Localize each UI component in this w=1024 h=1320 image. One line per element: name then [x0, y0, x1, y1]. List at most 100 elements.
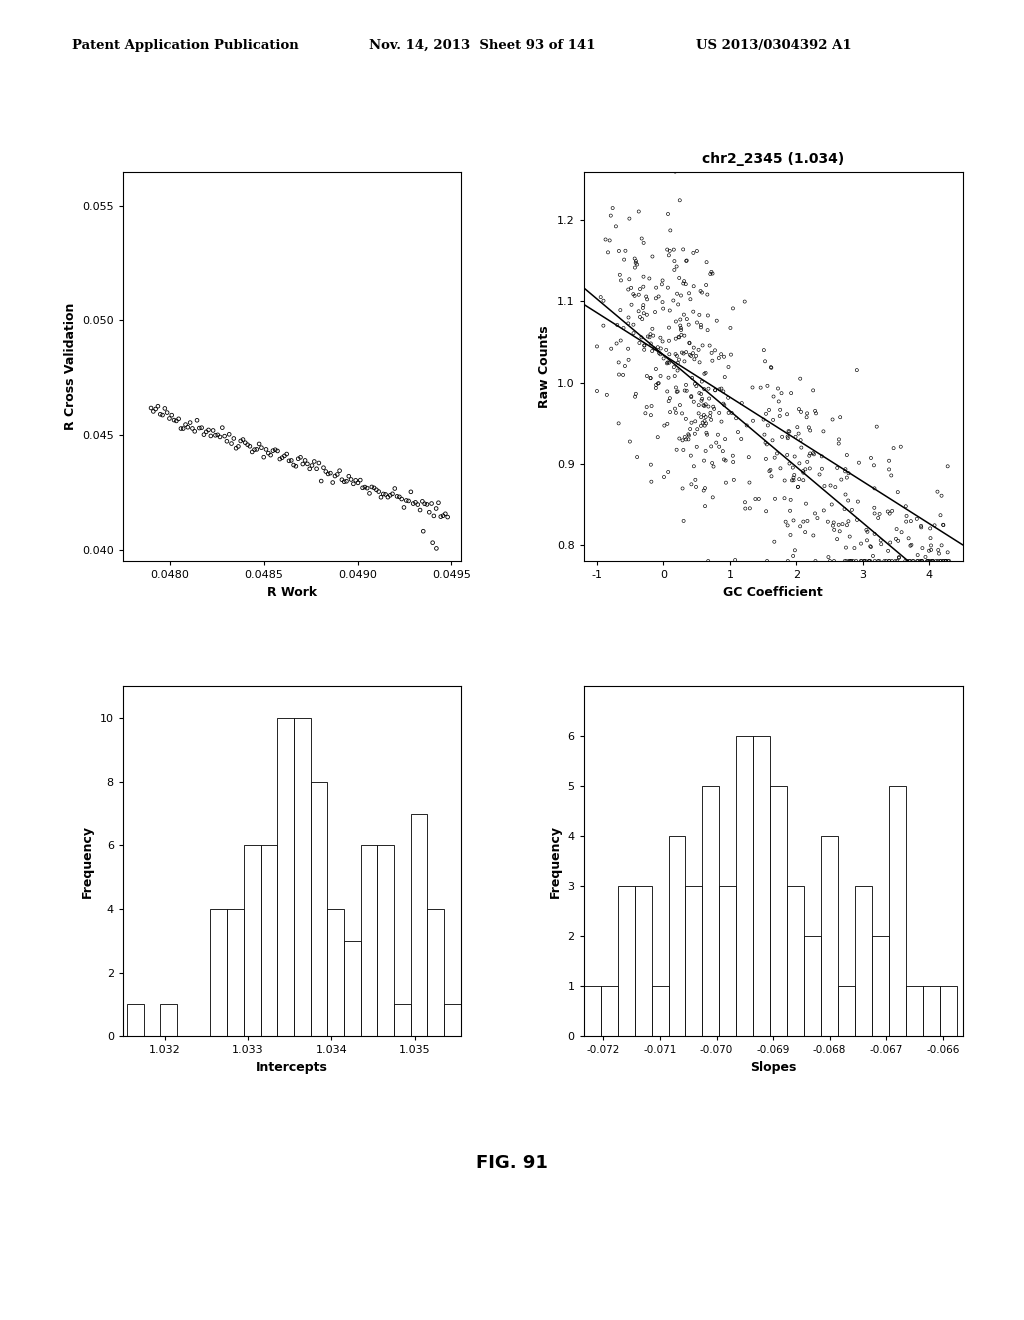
Bar — [787, 886, 804, 1036]
Point — [408, 492, 424, 513]
Point — [859, 529, 876, 550]
Point — [757, 424, 773, 445]
Point — [850, 491, 866, 512]
Point — [378, 484, 394, 506]
Point — [279, 444, 295, 465]
Point — [705, 487, 721, 508]
Point — [628, 383, 644, 404]
Point — [693, 383, 710, 404]
Point — [718, 450, 734, 471]
Point — [683, 412, 699, 433]
Point — [764, 430, 780, 451]
Point — [820, 546, 837, 568]
Point — [924, 550, 940, 572]
Point — [680, 429, 696, 450]
Point — [824, 515, 841, 536]
Point — [161, 408, 177, 429]
Point — [636, 339, 652, 360]
Point — [799, 451, 815, 473]
Point — [782, 490, 799, 511]
Point — [295, 454, 311, 475]
Point — [696, 396, 713, 417]
Point — [670, 352, 686, 374]
Point — [790, 417, 806, 438]
Point — [891, 548, 907, 569]
Point — [658, 339, 675, 360]
Point — [675, 430, 691, 451]
Point — [652, 338, 669, 359]
Point — [777, 511, 794, 532]
Point — [299, 453, 315, 474]
Point — [923, 528, 939, 549]
Point — [680, 424, 696, 445]
Point — [830, 433, 847, 454]
Point — [423, 492, 439, 513]
Point — [834, 469, 850, 490]
Point — [838, 537, 854, 558]
Point — [711, 347, 727, 368]
Point — [628, 251, 644, 272]
Point — [909, 544, 926, 565]
Point — [249, 438, 265, 459]
Point — [327, 466, 343, 487]
Point — [863, 536, 880, 557]
Point — [884, 500, 900, 521]
Point — [604, 198, 621, 219]
Point — [705, 350, 721, 371]
Point — [790, 477, 806, 498]
Point — [658, 352, 675, 374]
Point — [612, 269, 629, 290]
Point — [253, 437, 269, 458]
Point — [679, 380, 695, 401]
Point — [288, 455, 304, 477]
Point — [635, 294, 651, 315]
Point — [688, 477, 705, 498]
Point — [673, 318, 689, 339]
Point — [711, 436, 727, 457]
Point — [774, 426, 791, 447]
Point — [758, 449, 774, 470]
Point — [904, 550, 921, 572]
Point — [921, 550, 937, 572]
Point — [849, 359, 865, 380]
Point — [610, 364, 627, 385]
Point — [419, 494, 435, 515]
Point — [290, 449, 306, 470]
Point — [681, 333, 697, 354]
Point — [925, 550, 941, 572]
Point — [825, 550, 842, 572]
Point — [648, 375, 665, 396]
Point — [626, 314, 642, 335]
Point — [816, 475, 833, 496]
Point — [196, 424, 212, 445]
Point — [697, 362, 714, 383]
Point — [720, 356, 736, 378]
Point — [799, 511, 815, 532]
Bar — [461, 1005, 477, 1036]
Point — [145, 401, 162, 422]
Point — [692, 280, 709, 301]
Point — [695, 395, 712, 416]
Point — [659, 352, 676, 374]
Point — [853, 533, 869, 554]
Point — [722, 317, 738, 338]
Point — [881, 459, 897, 480]
Point — [933, 486, 949, 507]
Bar — [310, 781, 328, 1036]
Point — [921, 540, 937, 561]
Bar — [394, 1005, 411, 1036]
Point — [935, 550, 951, 572]
Point — [643, 471, 659, 492]
Point — [168, 411, 184, 432]
Point — [646, 338, 663, 359]
Point — [345, 474, 361, 495]
Point — [856, 550, 872, 572]
Point — [686, 455, 702, 477]
Point — [644, 318, 660, 339]
Point — [692, 314, 709, 335]
Point — [683, 385, 699, 407]
Point — [669, 282, 685, 304]
Point — [716, 395, 732, 416]
Point — [214, 417, 230, 438]
Bar — [651, 986, 669, 1036]
